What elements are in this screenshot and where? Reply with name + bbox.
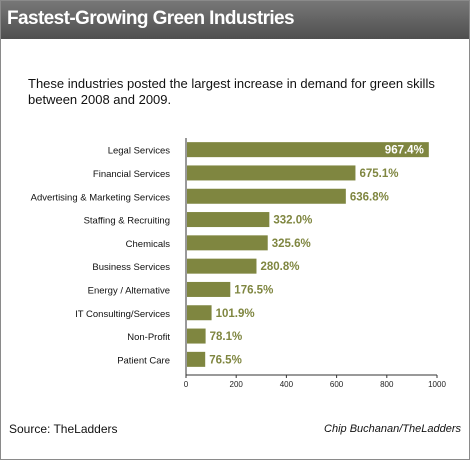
category-label: Energy / Alternative — [88, 285, 170, 296]
category-label: Patient Care — [117, 355, 170, 366]
value-label: 280.8% — [260, 261, 299, 273]
value-label: 675.1% — [359, 168, 398, 180]
chart-title: Fastest-Growing Green Industries — [7, 8, 295, 29]
bar — [187, 188, 346, 204]
category-label: Staffing & Recruiting — [84, 216, 170, 227]
category-label: Legal Services — [108, 146, 171, 157]
bar — [187, 305, 212, 321]
bar — [187, 258, 257, 274]
category-label: IT Consulting/Services — [75, 309, 170, 320]
value-label: 332.0% — [273, 215, 312, 227]
value-label: 101.9% — [216, 308, 255, 320]
x-tick-label: 600 — [330, 380, 344, 389]
value-label: 636.8% — [350, 191, 389, 203]
value-label: 967.4% — [385, 145, 424, 157]
bar — [187, 351, 206, 367]
bar — [187, 165, 356, 181]
chart-subtitle: These industries posted the largest incr… — [28, 76, 435, 107]
category-label: Financial Services — [93, 169, 170, 180]
credit-note: Chip Buchanan/TheLadders — [324, 423, 461, 435]
bar — [187, 142, 429, 158]
value-label: 325.6% — [272, 238, 311, 250]
x-tick-label: 0 — [184, 380, 189, 389]
source-note: Source: TheLadders — [9, 422, 118, 436]
x-tick-label: 400 — [280, 380, 294, 389]
x-tick-label: 800 — [380, 380, 394, 389]
bar — [187, 328, 206, 344]
value-label: 78.1% — [210, 331, 243, 343]
x-tick-label: 200 — [230, 380, 244, 389]
category-label: Advertising & Marketing Services — [31, 192, 171, 203]
bar — [187, 235, 268, 251]
bar — [187, 281, 231, 297]
x-tick-label: 1000 — [428, 380, 446, 389]
category-label: Chemicals — [126, 239, 171, 250]
category-label: Business Services — [92, 262, 170, 273]
value-label: 76.5% — [209, 354, 242, 366]
value-label: 176.5% — [234, 284, 273, 296]
title-banner: Fastest-Growing Green Industries — [1, 1, 469, 39]
category-label: Non-Profit — [127, 332, 170, 343]
bar — [187, 212, 270, 228]
